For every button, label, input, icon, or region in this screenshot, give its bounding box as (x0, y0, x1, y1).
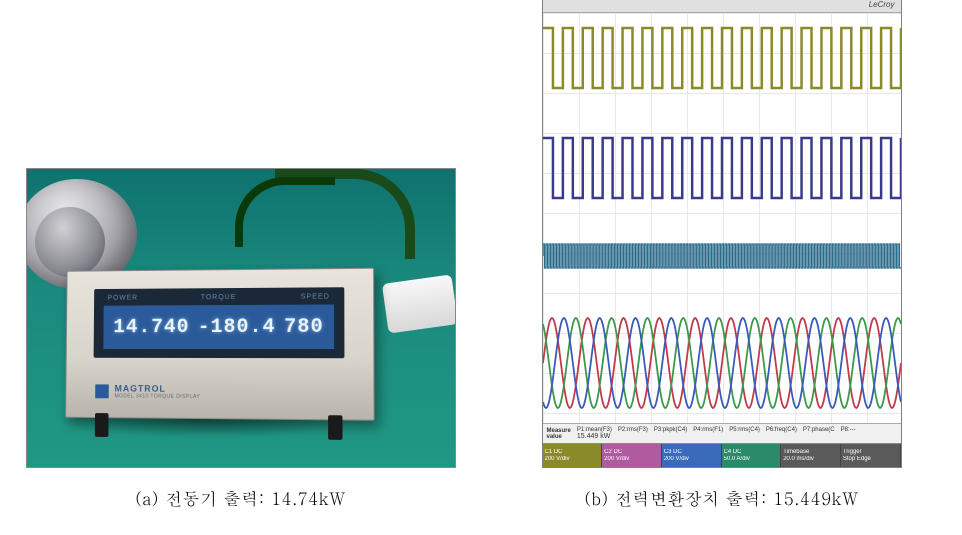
footer-cell: C1 DC200 V/div (543, 444, 603, 467)
measure-item: P2:rms(F3) (618, 427, 648, 440)
foot-left (94, 413, 108, 437)
scope-measure-bar: Measure value P1:mean(F3)15.449 kW P2:rms… (543, 423, 901, 443)
label-speed: SPEED (300, 293, 329, 300)
scope-titlebar: LeCroy (543, 0, 901, 13)
measure-item: P3:pkpk(C4) (654, 427, 687, 440)
footer-cell: Timebase20.0 ms/div (781, 444, 841, 467)
measure-value-label: value (547, 434, 571, 440)
green-cable-2 (235, 177, 335, 247)
trace-math (543, 313, 901, 413)
white-remote (381, 274, 455, 333)
label-power: POWER (107, 295, 138, 302)
cylinder-bore (35, 207, 105, 277)
footer-cell: C3 DC200 V/div (662, 444, 722, 467)
brand-name: MAGTROL (114, 384, 200, 394)
measure-label: Measure value (547, 428, 571, 440)
label-torque: TORQUE (200, 294, 236, 301)
measure-items: P1:mean(F3)15.449 kW P2:rms(F3) P3:pkpk(C4… (577, 427, 897, 440)
trace-ch2 (543, 133, 901, 203)
measure-item: P6:freq(C4) (766, 427, 797, 440)
panel-b: LeCroy Measure value P1:mean(F3)15.449 k… (501, 0, 942, 510)
measure-item: P4:rms(F1) (693, 427, 723, 440)
trace-ch1 (543, 23, 901, 93)
readout-speed: 780 (284, 315, 324, 338)
foot-right (328, 415, 342, 440)
measure-item: P5:rms(C4) (729, 427, 760, 440)
caption-b: (b) 전력변환장치 출력: 15.449kW (584, 486, 858, 510)
readout-power: 14.740 (113, 316, 189, 339)
measure-item: P1:mean(F3)15.449 kW (577, 427, 612, 440)
display-labels: POWER TORQUE SPEED (103, 293, 333, 301)
brand-area: MAGTROL MODEL 3410 TORQUE DISPLAY (95, 383, 200, 400)
figure-container: POWER TORQUE SPEED 14.740 -180.4 780 MAG… (0, 0, 962, 535)
readout-torque: -180.4 (197, 315, 275, 338)
measure-label-text: Measure (547, 428, 571, 434)
brand-model: MODEL 3410 TORQUE DISPLAY (114, 393, 200, 400)
scope-footer: C1 DC200 V/divC2 DC200 V/divC3 DC200 V/d… (543, 443, 901, 467)
measure-item: P7:phase(C (803, 427, 835, 440)
display-bezel: POWER TORQUE SPEED 14.740 -180.4 780 (93, 287, 344, 358)
footer-cell: C2 DC200 V/div (602, 444, 662, 467)
scope-grid (543, 13, 901, 423)
panel-a: POWER TORQUE SPEED 14.740 -180.4 780 MAG… (20, 168, 461, 510)
caption-a: (a) 전동기 출력: 14.74kW (135, 486, 345, 510)
brand-logo-icon (95, 384, 109, 398)
measure-item: P8:--- (841, 427, 856, 440)
brand-block: MAGTROL MODEL 3410 TORQUE DISPLAY (114, 384, 200, 400)
footer-cell: TriggerStop Edge (841, 444, 901, 467)
footer-cell: C4 DC50.0 A/div (722, 444, 782, 467)
instrument-photo: POWER TORQUE SPEED 14.740 -180.4 780 MAG… (26, 168, 456, 468)
lcd-screen: 14.740 -180.4 780 (103, 304, 334, 349)
trace-ch3 (543, 241, 901, 271)
oscilloscope-screenshot: LeCroy Measure value P1:mean(F3)15.449 k… (542, 0, 902, 468)
torque-display-unit: POWER TORQUE SPEED 14.740 -180.4 780 MAG… (65, 268, 374, 421)
